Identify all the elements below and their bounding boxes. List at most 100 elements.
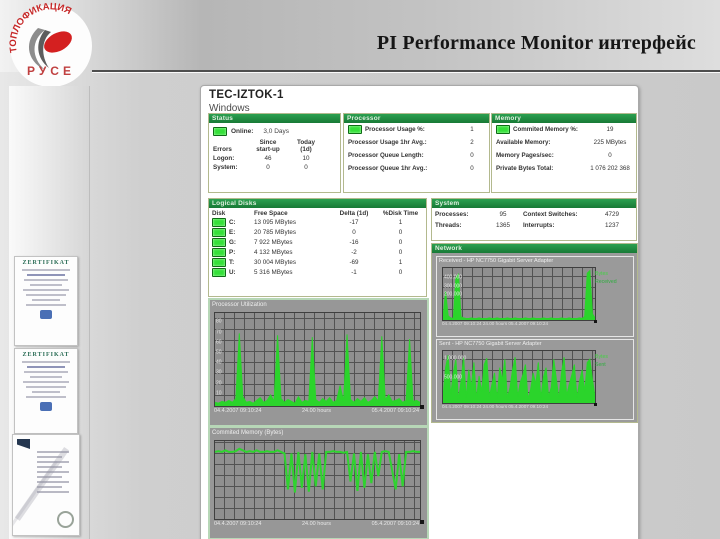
logical-disks-panel: Logical Disks Disk Free Space Delta (1d)… [208, 198, 427, 297]
banner-divider [92, 70, 720, 73]
context-switches-label: Context Switches: [523, 211, 578, 218]
metric-row: Processor Usage 1hr Avg.: 2 [348, 139, 474, 146]
memory-plot-area [214, 440, 421, 520]
x-mid-label: 24.00 hours [301, 408, 332, 414]
metric-row: Private Bytes Total: 1 076 202 368 [496, 165, 630, 172]
interrupts-value: 1237 [604, 222, 619, 229]
x-axis-labels: 04.4.2007 09:10:24 24.00 hours 05.4.2007… [214, 521, 419, 527]
axis-end-marker [594, 403, 597, 406]
x-end-label: 05.4.2007 09:10:24 [371, 521, 419, 527]
status-led-icon [213, 127, 227, 136]
logical-disks-header: Logical Disks [209, 199, 426, 208]
free-space-cell: 7 922 MBytes [254, 239, 293, 246]
disk-led-icon [212, 268, 226, 277]
processor-plot-area: 80 70 60 50 40 30 20 10 [214, 312, 421, 407]
disk-cell: C: [212, 218, 254, 227]
memory-panel-header: Memory [492, 114, 636, 123]
chart-title: Commited Memory (Bytes) [212, 430, 284, 436]
system-since: 0 [266, 164, 270, 172]
disk-led-icon [212, 238, 226, 247]
disk-time-cell: 0 [398, 239, 403, 246]
metric-row: Commited Memory %: 19 [492, 123, 636, 136]
metric-row: Available Memory: 225 MBytes [496, 139, 627, 146]
processor-panel: Processor Processor Usage %: 1 Processor… [343, 113, 490, 193]
chart-legend: Bytes Sent [595, 354, 608, 368]
metric-row: Processor Queue Length: 0 [348, 152, 474, 159]
app-window: TEC-IZTOK-1 Windows Status Online: 3,0 D… [200, 85, 639, 539]
disk-cell: U: [212, 268, 254, 277]
logo-city-text: РУСЕ [27, 64, 75, 78]
certificate-title: ZERTIFIKAT [22, 260, 70, 266]
processor-panel-header: Processor [344, 114, 489, 123]
certificate-text-lines [15, 269, 77, 306]
disks-table: Disk Free Space Delta (1d) %Disk Time C:… [209, 208, 426, 279]
processor-utilization-chart: Processor Utilization 80 70 60 50 40 30 20 10 0… [208, 298, 429, 427]
network-received-chart: Received - HP NC7750 Gigabit Server Adap… [436, 256, 634, 337]
delta-cell: -1 [351, 269, 357, 276]
free-space-cell: 20 785 MBytes [254, 229, 297, 236]
disk-time-cell: 0 [398, 269, 403, 276]
interrupts-label: Interrupts: [523, 222, 555, 229]
host-name: TEC-IZTOK-1 [209, 89, 284, 101]
network-panel-header: Network [432, 244, 637, 253]
disk-led-icon [212, 248, 226, 257]
disk-led-icon [212, 218, 226, 227]
certificate-seal-icon [40, 310, 52, 319]
sent-plot-area: 1.000.000 500.000 [442, 350, 596, 404]
axis-end-marker [594, 320, 597, 323]
x-axis-label: 04.4.2007 09:10:24 24.00 hours 05.4.2007… [442, 404, 549, 409]
delta-cell: -16 [349, 239, 359, 246]
certificate-thumbnail: ZERTIFIKAT [14, 348, 78, 434]
commited-memory-chart: Commited Memory (Bytes) 04.4.2007 09:10:… [208, 426, 429, 539]
logon-since: 46 [264, 155, 272, 163]
chart-title: Processor Utilization [212, 302, 267, 308]
chart-title: Sent - HP NC7750 Gigabit Server Adapter [439, 341, 542, 347]
col-header: Disk [212, 210, 226, 217]
memory-panel: Memory Commited Memory %: 19 Available M… [491, 113, 637, 193]
x-mid-label: 24.00 hours [301, 521, 332, 527]
certificate-title: ZERTIFIKAT [22, 352, 70, 358]
delta-cell: 0 [352, 229, 356, 236]
sidebar: ZERTIFIKAT ZERTIFIKAT [9, 86, 90, 539]
context-switches-value: 4729 [604, 211, 619, 218]
disk-time-cell: 1 [398, 259, 403, 266]
col-header: Delta (1d) [339, 210, 369, 217]
page-title: PI Performance Monitor интерфейс [376, 32, 696, 54]
system-today: 0 [304, 164, 308, 172]
certificate-text-lines [15, 361, 77, 398]
uptime-value: 3,0 Days [263, 128, 290, 135]
chart-title: Received - HP NC7750 Gigabit Server Adap… [439, 258, 554, 264]
title-banner: PI Performance Monitor интерфейс [0, 0, 720, 72]
free-space-cell: 30 004 MBytes [254, 259, 297, 266]
os-name: Windows [209, 103, 250, 114]
system-label: System: [213, 164, 238, 172]
free-space-cell: 5 316 MBytes [254, 269, 293, 276]
metric-row: Processor Queue 1hr Avg.: 0 [348, 165, 474, 172]
metric-row: Processor Usage %: 1 [344, 123, 489, 136]
disk-cell: P: [212, 248, 254, 257]
x-start-label: 04.4.2007 09:10:24 [214, 521, 262, 527]
status-panel-header: Status [209, 114, 340, 123]
system-panel-header: System [432, 199, 636, 208]
company-logo-icon: ТОПЛОФИКАЦИЯ РУСЕ [8, 2, 92, 87]
certificate-logo-icon [17, 439, 30, 449]
network-sent-chart: Sent - HP NC7750 Gigabit Server Adapter … [436, 339, 634, 420]
online-label: Online: [231, 128, 254, 135]
col-today-header: Today (1d) [296, 139, 316, 154]
status-panel: Status Online: 3,0 Days Errors Since star… [208, 113, 341, 193]
delta-cell: -2 [351, 249, 357, 256]
system-counters: Processes: 95 Context Switches: 4729 Thr… [432, 208, 636, 232]
disk-time-cell: 1 [398, 219, 403, 226]
col-since-header: Since start-up [256, 139, 280, 154]
threads-value: 1365 [495, 222, 510, 229]
network-panel: Network Received - HP NC7750 Gigabit Ser… [431, 243, 638, 423]
disk-cell: G: [212, 238, 254, 247]
memory-led-icon [496, 125, 510, 134]
free-space-cell: 13 095 MBytes [254, 219, 297, 226]
errors-label: Errors [213, 146, 232, 154]
free-space-cell: 4 132 MBytes [254, 249, 293, 256]
col-header: %Disk Time [382, 210, 419, 217]
certificate-seal-icon [40, 402, 52, 411]
axis-end-marker [420, 520, 424, 524]
